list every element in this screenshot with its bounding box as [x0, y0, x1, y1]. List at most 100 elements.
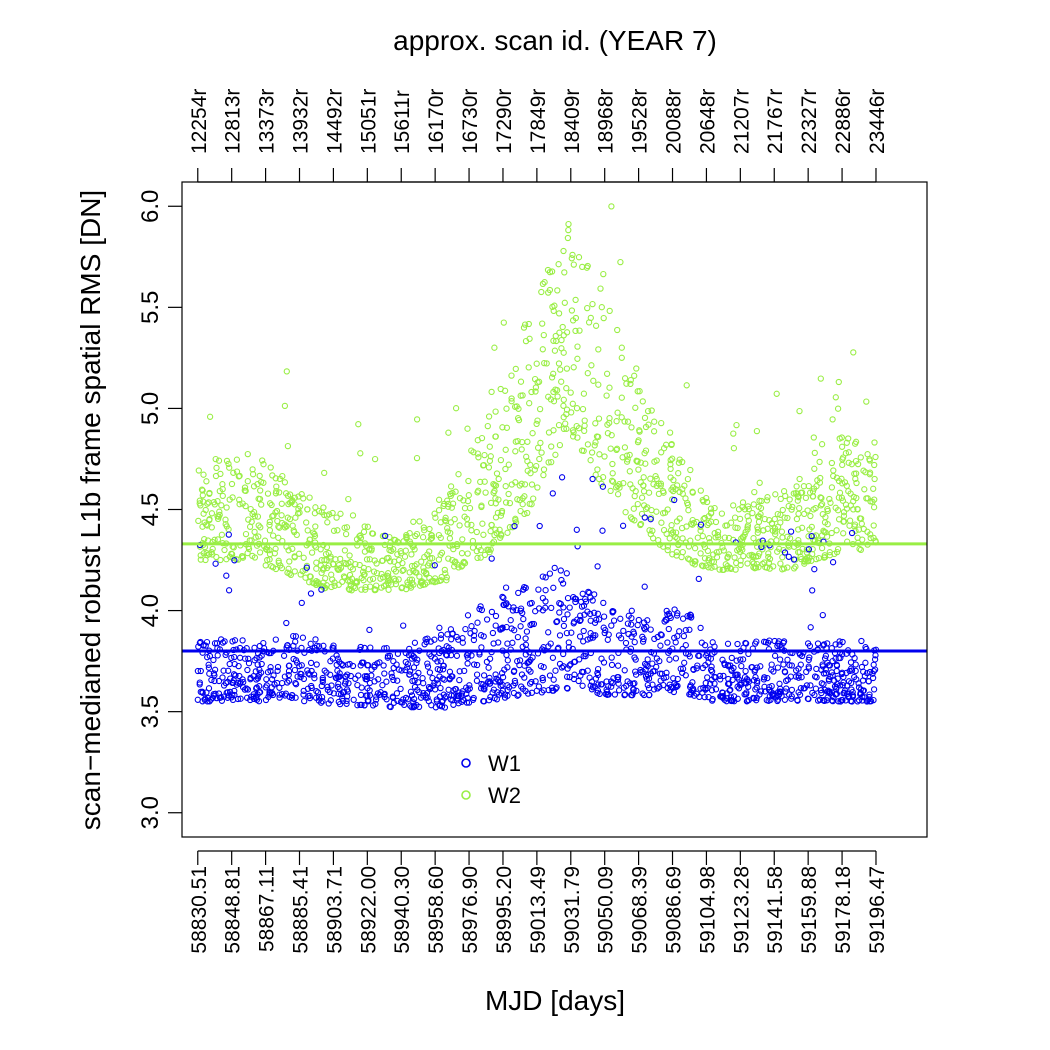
data-point — [767, 696, 774, 704]
data-point — [319, 674, 326, 682]
data-point — [336, 670, 343, 677]
data-point — [584, 262, 591, 270]
data-point — [280, 652, 288, 659]
data-point — [549, 654, 557, 661]
data-point — [390, 676, 397, 684]
data-point — [374, 660, 381, 667]
data-point — [839, 497, 847, 504]
data-point — [307, 590, 315, 597]
data-point — [627, 514, 635, 521]
data-point — [684, 475, 692, 483]
data-point — [247, 676, 254, 683]
data-point — [638, 494, 646, 501]
data-point — [299, 567, 306, 575]
data-point — [534, 379, 541, 386]
data-point — [439, 697, 446, 704]
data-point — [563, 629, 571, 637]
data-point — [676, 515, 683, 522]
data-point — [379, 682, 386, 689]
data-point — [333, 661, 340, 669]
data-point — [470, 694, 477, 702]
data-point — [788, 662, 795, 669]
data-point — [689, 679, 696, 686]
data-point — [604, 421, 611, 428]
data-point — [486, 443, 493, 450]
data-point — [751, 488, 758, 496]
data-point — [538, 689, 546, 696]
data-point — [200, 498, 207, 505]
top-tick-label: 20088r — [663, 89, 686, 154]
data-point — [464, 612, 472, 619]
data-point — [497, 456, 505, 464]
data-point — [599, 527, 606, 534]
data-point — [273, 679, 281, 687]
data-point — [740, 552, 747, 560]
data-point — [563, 365, 571, 372]
data-point — [556, 329, 563, 336]
data-point — [281, 479, 289, 486]
data-point — [870, 504, 878, 511]
data-point — [512, 679, 519, 687]
data-point — [632, 656, 639, 663]
data-point — [733, 657, 740, 664]
data-point — [559, 323, 566, 331]
data-point — [236, 672, 243, 680]
data-point — [695, 652, 702, 659]
y-tick-label: 5.0 — [137, 392, 164, 425]
data-point — [419, 675, 426, 682]
data-point — [266, 527, 274, 534]
data-point — [592, 439, 599, 446]
data-point — [738, 535, 745, 542]
data-point — [829, 416, 836, 423]
data-point — [225, 531, 232, 538]
data-point — [545, 459, 552, 466]
data-point — [284, 642, 291, 649]
data-point — [547, 396, 555, 403]
data-point — [522, 641, 530, 648]
data-point — [364, 523, 372, 530]
data-point — [818, 680, 825, 687]
data-point — [306, 536, 313, 543]
data-point — [689, 560, 696, 567]
data-point — [587, 682, 594, 689]
data-point — [786, 662, 793, 669]
data-point — [219, 674, 226, 681]
data-point — [385, 554, 392, 562]
data-point — [790, 565, 798, 572]
data-point — [640, 488, 648, 495]
data-point — [554, 618, 561, 625]
data-point — [453, 652, 461, 659]
data-point — [684, 555, 692, 562]
data-point — [565, 226, 572, 234]
data-point — [669, 484, 677, 491]
data-point — [503, 623, 510, 631]
data-point — [630, 686, 637, 693]
data-point — [784, 514, 791, 522]
data-point — [734, 674, 741, 681]
data-point — [445, 555, 452, 562]
data-point — [478, 644, 485, 651]
data-point — [644, 407, 652, 415]
data-point — [871, 439, 878, 446]
data-point — [673, 548, 680, 556]
data-point — [763, 564, 771, 571]
data-point — [838, 670, 846, 678]
data-point — [495, 475, 502, 483]
data-point — [538, 288, 545, 296]
data-point — [222, 679, 230, 687]
data-point — [712, 518, 720, 526]
data-point — [848, 679, 855, 687]
data-point — [448, 673, 455, 680]
data-point — [464, 660, 471, 667]
data-point — [755, 503, 762, 510]
data-point — [812, 504, 819, 512]
legend-label-w1: W1 — [488, 751, 521, 776]
data-point — [807, 682, 814, 689]
data-point — [804, 507, 811, 514]
data-point — [629, 515, 636, 523]
data-point — [621, 418, 628, 425]
legend-marker-w1 — [461, 758, 471, 768]
data-point — [492, 495, 499, 502]
data-point — [556, 632, 564, 639]
